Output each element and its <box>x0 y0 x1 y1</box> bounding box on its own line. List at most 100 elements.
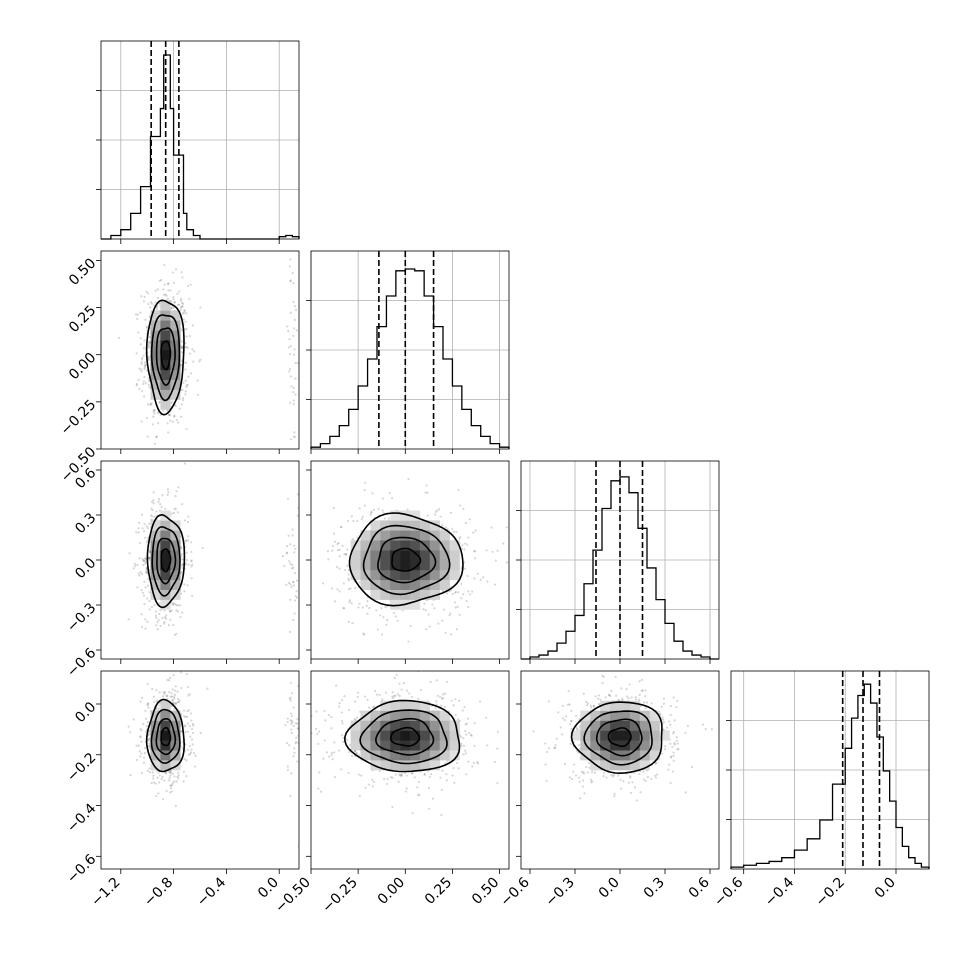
scatter-point <box>142 300 146 303</box>
scatter-point <box>154 289 157 292</box>
scatter-point <box>286 765 289 768</box>
scatter-point <box>147 292 150 295</box>
scatter-point <box>353 700 357 703</box>
scatter-point <box>169 419 172 422</box>
scatter-point <box>418 793 421 796</box>
scatter-point <box>166 493 169 496</box>
scatter-point <box>554 744 557 747</box>
scatter-point <box>289 344 292 348</box>
scatter-point <box>347 569 351 572</box>
density-cell <box>600 700 611 711</box>
scatter-point <box>469 593 472 596</box>
scatter-point <box>143 530 146 533</box>
scatter-point <box>154 610 158 613</box>
scatter-point <box>673 743 676 746</box>
scatter-point <box>206 687 209 690</box>
scatter-point <box>640 689 643 692</box>
scatter-point <box>445 773 448 776</box>
scatter-point <box>294 595 297 598</box>
scatter-point <box>174 507 177 510</box>
scatter-point <box>164 772 167 775</box>
density-cell <box>449 540 460 551</box>
scatter-point <box>294 361 297 365</box>
scatter-point <box>172 623 175 627</box>
scatter-point <box>611 775 614 778</box>
scatter-point <box>610 774 613 777</box>
scatter-point <box>386 777 389 781</box>
scatter-point <box>588 766 591 769</box>
scatter-point <box>570 777 574 781</box>
scatter-point <box>166 282 170 286</box>
scatter-point <box>394 615 397 618</box>
scatter-point <box>170 307 173 310</box>
scatter-point <box>166 488 170 491</box>
scatter-point <box>171 271 174 274</box>
scatter-point <box>424 609 427 612</box>
scatter-point <box>181 305 184 308</box>
density-cell <box>170 389 181 400</box>
scatter-point <box>163 263 166 267</box>
scatter-point <box>175 455 177 457</box>
scatter-point <box>663 748 667 751</box>
scatter-point <box>128 731 132 734</box>
scatter-point <box>180 571 183 574</box>
scatter-point <box>593 771 596 774</box>
x-tick-label: −0.4 <box>194 874 229 909</box>
density-cell <box>439 740 450 751</box>
scatter-point <box>289 375 292 378</box>
scatter-point <box>168 690 171 694</box>
scatter-point <box>376 628 379 631</box>
scatter-point <box>139 700 142 703</box>
density-cell <box>439 579 450 590</box>
scatter-point <box>144 560 147 564</box>
scatter-point <box>182 780 185 783</box>
scatter-point <box>180 555 183 558</box>
scatter-point <box>610 689 613 693</box>
scatter-point <box>154 301 157 304</box>
scatter-point <box>299 708 301 710</box>
scatter-point <box>140 573 144 576</box>
scatter-point <box>144 562 147 565</box>
scatter-point <box>189 751 193 754</box>
scatter-point <box>148 557 151 560</box>
scatter-point <box>423 602 426 605</box>
scatter-point <box>190 565 193 568</box>
scatter-point <box>570 727 573 730</box>
density-cell <box>360 720 371 731</box>
density-cell <box>429 730 440 741</box>
density-cell <box>410 550 421 561</box>
scatter-point <box>440 814 443 817</box>
scatter-point <box>650 702 653 705</box>
scatter-point <box>153 442 156 445</box>
density-cell <box>439 750 450 761</box>
density-cell <box>410 589 421 600</box>
contour-level-2 <box>583 710 653 766</box>
density-cell <box>410 510 421 521</box>
scatter-point <box>293 599 297 602</box>
scatter-point <box>184 393 187 396</box>
scatter-point <box>170 306 173 310</box>
scatter-point <box>141 591 145 594</box>
scatter-point <box>186 685 189 689</box>
scatter-point <box>172 306 175 309</box>
scatter-point <box>152 491 155 494</box>
scatter-point <box>190 727 194 730</box>
scatter-point <box>496 782 499 785</box>
scatter-point <box>441 619 444 622</box>
scatter-point <box>181 563 184 566</box>
scatter-point <box>462 744 466 747</box>
scatter-point <box>467 606 470 609</box>
scatter-point <box>163 293 166 296</box>
scatter-point <box>361 606 364 609</box>
scatter-point <box>290 438 293 441</box>
density-cell <box>390 720 401 731</box>
contour-level-0 <box>160 726 172 747</box>
scatter-point <box>686 725 689 728</box>
scatter-point <box>184 539 187 542</box>
scatter-point <box>532 730 535 733</box>
scatter-point <box>147 302 150 306</box>
scatter-point <box>148 771 152 774</box>
panel-frame <box>730 670 930 870</box>
scatter-point <box>137 527 140 530</box>
scatter-point <box>158 704 161 707</box>
